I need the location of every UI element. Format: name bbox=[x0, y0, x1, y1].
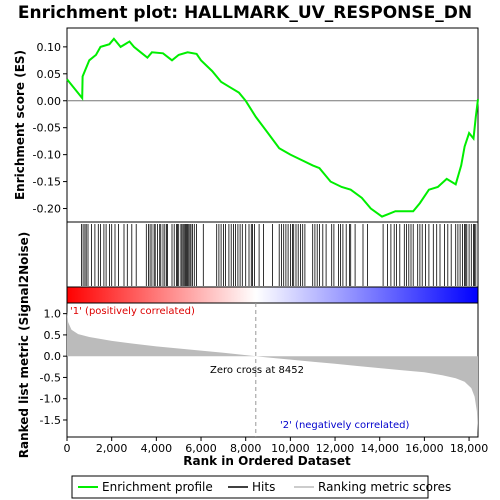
x-tick-label: 2,000 bbox=[96, 442, 128, 455]
enrichment-profile-line bbox=[66, 37, 479, 218]
legend-label-metric: Ranking metric scores bbox=[318, 480, 451, 494]
x-axis-ticks: 0 2,000 4,000 6,000 8,000 10,000 12,000 14,000 1… bbox=[64, 437, 489, 455]
legend-label-enrichment: Enrichment profile bbox=[102, 480, 213, 494]
x-tick-label: 10,000 bbox=[271, 442, 310, 455]
legend-label-hits: Hits bbox=[252, 480, 275, 494]
metric-y-tick-label: -0.5 bbox=[40, 371, 61, 384]
metric-y-tick-label: 0.0 bbox=[44, 350, 62, 363]
es-y-tick-label: -0.15 bbox=[33, 176, 61, 189]
x-tick-label: 8,000 bbox=[230, 442, 262, 455]
legend: Enrichment profile Hits Ranking metric s… bbox=[71, 475, 451, 499]
zero-cross-label: Zero cross at 8452 bbox=[210, 365, 304, 376]
x-tick-label: 18,000 bbox=[450, 442, 489, 455]
es-y-tick-label: 0.00 bbox=[37, 95, 62, 108]
metric-y-tick-label: 0.5 bbox=[44, 329, 62, 342]
negative-correlation-label: '2' (negatively correlated) bbox=[280, 420, 409, 431]
metric-y-label: Ranked list metric (Signal2Noise) bbox=[17, 232, 31, 459]
es-y-label: Enrichment score (ES) bbox=[13, 50, 27, 200]
metric-y-tick-label: -1.5 bbox=[40, 414, 61, 427]
es-y-tick-label: -0.05 bbox=[33, 122, 61, 135]
x-tick-label: 0 bbox=[64, 442, 71, 455]
metric-panel: 1.0 0.5 0.0 -0.5 -1.0 -1.5 '1' (positively co… bbox=[17, 232, 479, 459]
positive-correlation-label: '1' (positively correlated) bbox=[70, 306, 195, 317]
x-tick-label: 12,000 bbox=[316, 442, 355, 455]
metric-y-tick-label: -1.0 bbox=[40, 393, 61, 406]
x-tick-label: 6,000 bbox=[185, 442, 217, 455]
x-tick-label: 16,000 bbox=[405, 442, 444, 455]
es-y-tick-label: 0.05 bbox=[37, 68, 62, 81]
chart-title: Enrichment plot: HALLMARK_UV_RESPONSE_DN bbox=[18, 3, 472, 23]
x-tick-label: 4,000 bbox=[141, 442, 173, 455]
ranking-color-bar bbox=[66, 286, 479, 304]
legend-box bbox=[71, 475, 429, 499]
es-y-tick-label: -0.20 bbox=[33, 203, 61, 216]
x-axis-label: Rank in Ordered Dataset bbox=[183, 454, 351, 468]
es-y-ticks: 0.10 0.05 0.00 -0.05 -0.10 -0.15 -0.20 bbox=[33, 41, 67, 216]
x-tick-label: 14,000 bbox=[360, 442, 399, 455]
es-y-tick-label: -0.10 bbox=[33, 149, 61, 162]
es-panel: 0.10 0.05 0.00 -0.05 -0.10 -0.15 -0.20 Enrichm… bbox=[13, 27, 479, 223]
hit-marks bbox=[81, 224, 477, 286]
es-y-tick-label: 0.10 bbox=[37, 41, 62, 54]
metric-y-tick-label: 1.0 bbox=[44, 308, 62, 321]
es-panel-frame bbox=[66, 27, 479, 223]
hits-panel bbox=[66, 221, 479, 288]
metric-y-ticks: 1.0 0.5 0.0 -0.5 -1.0 -1.5 bbox=[40, 308, 67, 427]
